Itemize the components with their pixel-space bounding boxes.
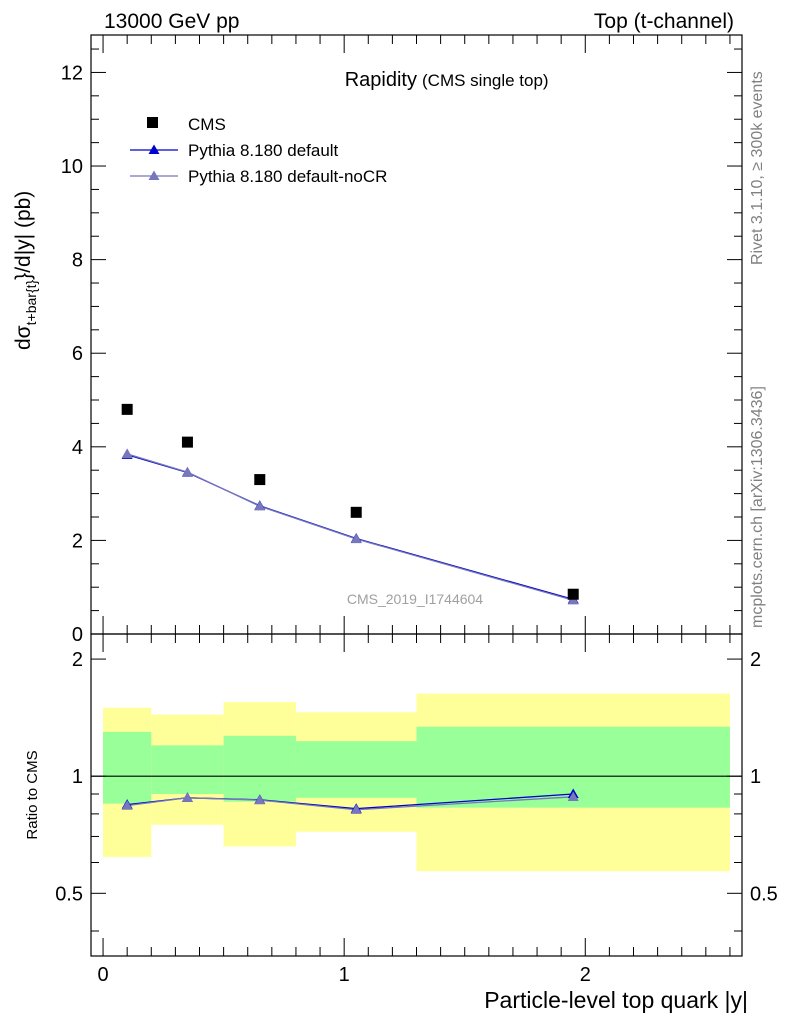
pythia-nocr-point (121, 448, 133, 458)
plot-title: Rapidity (345, 69, 417, 91)
inner-band-1 (151, 745, 224, 794)
inner-band-3 (295, 741, 417, 798)
header-right: Top (t-channel) (594, 10, 734, 33)
ratio-nocr-point (567, 791, 579, 801)
ratio-nocr-point (181, 792, 193, 802)
legend-nocr-marker (148, 170, 160, 180)
legend-default-label: Pythia 8.180 default (188, 141, 339, 160)
main-ytick-label: 12 (61, 62, 83, 84)
legend-nocr-label: Pythia 8.180 default-noCR (188, 167, 387, 186)
mcplots-reference-label: mcplots.cern.ch [arXiv:1306.3436] (749, 386, 766, 628)
xtick-label: 1 (339, 964, 350, 986)
ratio-ytick-label-left: 1 (72, 766, 83, 788)
main-plot-area (91, 35, 742, 634)
ratio-nocr-point (254, 794, 266, 805)
ratio-data (121, 788, 579, 814)
main-ytick-label: 0 (72, 624, 83, 646)
cms-point (567, 588, 579, 600)
ratio-ytick-label-right: 0.5 (750, 883, 778, 905)
main-ytick-label: 6 (72, 343, 83, 365)
ratio-nocr-point (350, 804, 362, 814)
uncertainty-bands (91, 693, 742, 872)
ratio-ytick-label-left: 0.5 (55, 883, 83, 905)
xtick-label: 0 (97, 964, 108, 986)
ratio-axes: 0.5 0.5 1 1 2 2 0 1 2 (55, 634, 778, 986)
legend-cms-label: CMS (188, 115, 226, 134)
inner-band-2 (223, 735, 296, 802)
ratio-y-label: Ratio to CMS (24, 750, 41, 839)
cms-point (254, 474, 266, 486)
pythia-nocr-point (254, 500, 266, 511)
pythia-nocr-point (181, 466, 193, 477)
cms-point (350, 506, 362, 518)
cms-point (121, 403, 133, 415)
legend: CMS Pythia 8.180 default Pythia 8.180 de… (130, 115, 387, 186)
main-y-label: dσt+bar{t}}/d|y| (pb) (12, 191, 39, 350)
main-ytick-label: 4 (72, 437, 83, 459)
inner-band-0 (103, 731, 152, 804)
ratio-ytick-label-right: 2 (750, 649, 761, 671)
main-ytick-label: 8 (72, 250, 83, 272)
main-axes: 0 2 4 6 8 10 12 (61, 35, 742, 646)
cms-point (181, 436, 193, 448)
xtick-label: 2 (580, 964, 591, 986)
ratio-nocr-point (121, 800, 133, 810)
legend-default-marker (148, 144, 160, 154)
main-ytick-label: 2 (72, 530, 83, 552)
ratio-frame (90, 633, 743, 957)
header-left: 13000 GeV pp (104, 10, 239, 33)
ratio-ytick-label-left: 2 (72, 649, 83, 671)
pythia-nocr-point (350, 533, 362, 544)
legend-cms-marker (147, 117, 158, 128)
ratio-ytick-label-right: 1 (750, 766, 761, 788)
main-data (121, 403, 579, 605)
rivet-version-label: Rivet 3.1.10, ≥ 300k events (749, 71, 766, 265)
analysis-watermark: CMS_2019_I1744604 (347, 591, 483, 607)
plot-subtitle: (CMS single top) (422, 71, 549, 90)
main-ytick-label: 10 (61, 156, 83, 178)
x-axis-label: Particle-level top quark |y| (484, 987, 748, 1013)
